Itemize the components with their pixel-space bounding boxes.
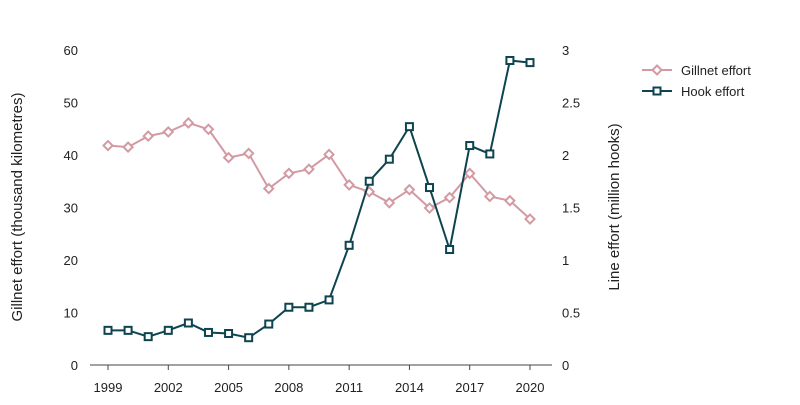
right-y-axis-title: Line effort (million hooks) — [606, 123, 623, 290]
hook-effort-point — [384, 154, 394, 164]
hook-effort-point — [324, 295, 334, 305]
x-tick-label: 2020 — [516, 380, 545, 395]
hook-effort-point — [244, 333, 254, 343]
legend-swatch-marker — [651, 64, 663, 76]
hook-effort-point — [183, 318, 193, 328]
left-y-tick-label: 50 — [64, 96, 78, 111]
x-tick-label: 2017 — [455, 380, 484, 395]
gillnet-effort-point — [182, 117, 195, 129]
right-y-tick-label: 2 — [562, 148, 569, 163]
hook-effort-point — [284, 302, 294, 312]
legend-item-gillnet-effort: Gillnet effort — [642, 63, 751, 78]
gillnet-effort-point — [142, 130, 155, 143]
hook-effort-point — [364, 176, 374, 186]
gillnet-effort-point — [503, 194, 516, 207]
series-layer — [102, 56, 536, 343]
x-tick-label: 2014 — [395, 380, 424, 395]
gillnet-effort-point — [303, 163, 315, 176]
hook-effort-point — [264, 319, 274, 329]
hook-effort-point — [485, 149, 495, 159]
legend: Gillnet effort Hook effort — [642, 63, 751, 99]
gillnet-effort-point — [403, 183, 416, 196]
gillnet-effort-point — [423, 202, 436, 214]
left-y-tick-label: 0 — [71, 358, 78, 373]
x-tick-label: 2005 — [214, 380, 243, 395]
right-y-tick-label: 2.5 — [562, 96, 580, 111]
legend-swatch-marker — [652, 86, 662, 96]
hook-effort-point — [425, 183, 435, 193]
hook-effort-point — [103, 325, 113, 335]
left-y-tick-label: 10 — [64, 306, 78, 321]
hook-effort-point — [304, 302, 314, 312]
right-y-tick-label: 0 — [562, 358, 569, 373]
hook-effort-point — [465, 141, 475, 151]
legend-label: Hook effort — [681, 84, 745, 99]
right-y-tick-labels: 0 0.5 1 1.5 2 2.5 3 — [562, 43, 580, 373]
right-y-tick-label: 3 — [562, 43, 569, 58]
x-tick-label: 1999 — [94, 380, 123, 395]
x-tick-label: 2002 — [154, 380, 183, 395]
hook-effort-point — [143, 332, 153, 342]
right-y-tick-label: 1 — [562, 253, 569, 268]
x-tick-label: 2011 — [335, 380, 363, 395]
gillnet-effort-point — [162, 125, 175, 138]
hook-effort-point — [445, 245, 455, 254]
hook-effort-point — [505, 56, 515, 65]
hook-effort-line — [108, 59, 531, 339]
gillnet-effort-point — [202, 123, 215, 136]
legend-item-hook-effort: Hook effort — [642, 84, 745, 99]
hook-effort-point — [224, 329, 234, 338]
hook-effort-series — [103, 56, 535, 343]
left-y-tick-label: 40 — [64, 148, 78, 163]
hook-effort-point — [123, 325, 133, 335]
gillnet-effort-line — [107, 121, 531, 220]
gillnet-effort-point — [242, 147, 255, 160]
gillnet-effort-point — [282, 167, 295, 180]
hook-effort-point — [163, 325, 173, 335]
gillnet-effort-point — [323, 148, 335, 161]
left-y-tick-labels: 0 10 20 30 40 50 60 — [64, 43, 78, 373]
gillnet-effort-point — [122, 141, 135, 154]
gillnet-effort-point — [483, 190, 496, 203]
left-y-tick-label: 60 — [64, 43, 78, 58]
right-y-tick-label: 1.5 — [562, 201, 580, 216]
x-tick-labels: 1999 2002 2005 2008 2011 2014 2017 2020 — [94, 365, 545, 395]
gillnet-effort-point — [443, 191, 456, 204]
gillnet-effort-point — [222, 151, 235, 164]
hook-effort-point — [203, 327, 213, 337]
left-y-axis-title: Gillnet effort (thousand kilometres) — [9, 93, 26, 322]
gillnet-effort-point — [463, 167, 476, 180]
hook-effort-point — [404, 122, 414, 132]
x-tick-label: 2008 — [274, 380, 303, 395]
gillnet-effort-point — [343, 179, 356, 191]
gillnet-effort-point — [524, 213, 536, 225]
gillnet-effort-point — [262, 182, 275, 195]
right-y-tick-label: 0.5 — [562, 306, 580, 321]
legend-label: Gillnet effort — [681, 63, 751, 78]
gillnet-effort-series — [102, 117, 536, 225]
left-y-tick-label: 30 — [64, 201, 78, 216]
hook-effort-point — [344, 240, 354, 250]
left-y-tick-label: 20 — [64, 253, 78, 268]
gillnet-effort-point — [102, 139, 114, 152]
hook-effort-point — [525, 58, 535, 68]
gillnet-effort-point — [383, 196, 396, 209]
